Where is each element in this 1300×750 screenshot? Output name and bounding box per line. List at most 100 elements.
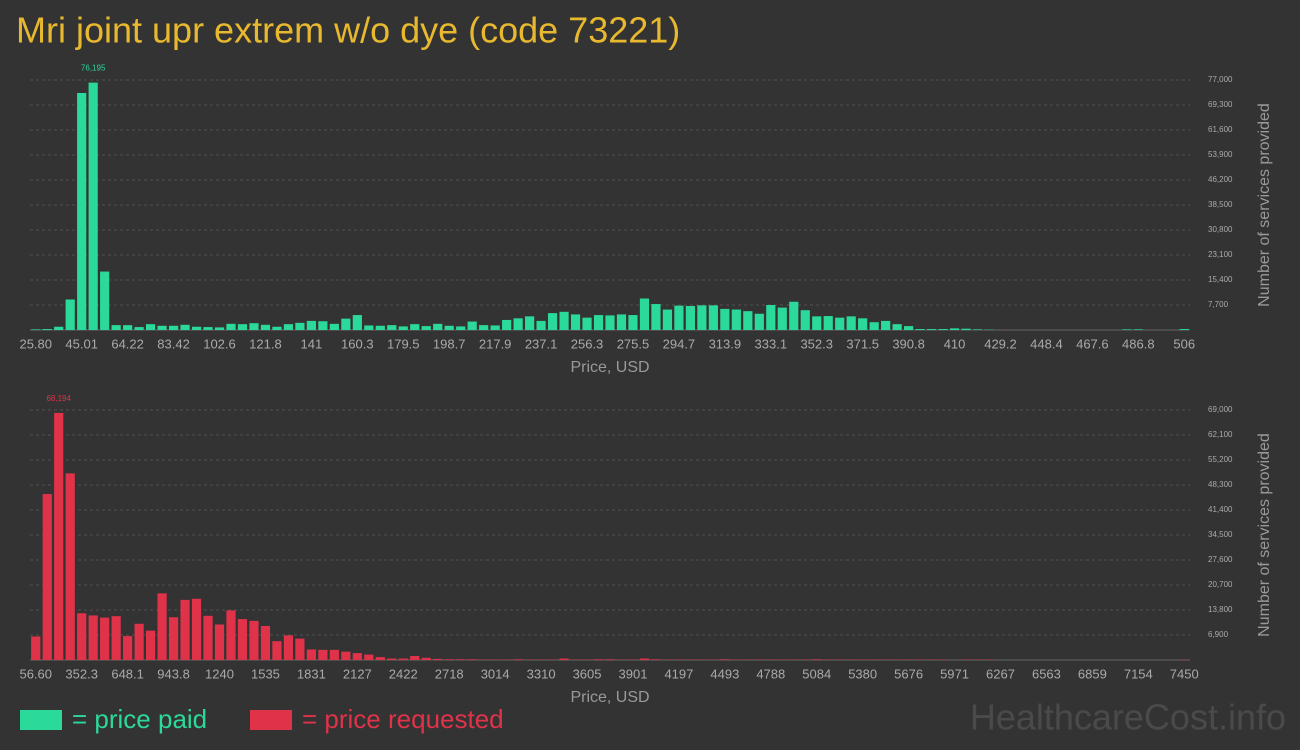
bar <box>352 315 362 330</box>
x-tick-label: 1535 <box>251 666 280 681</box>
x-tick-label: 2422 <box>389 666 418 681</box>
x-tick-label: 943.8 <box>157 666 190 681</box>
bar <box>318 649 328 660</box>
bar <box>203 327 213 330</box>
bar <box>467 321 477 330</box>
x-tick-label: 3605 <box>573 666 602 681</box>
y-tick-label: 15,400 <box>1208 275 1233 284</box>
legend-swatch <box>250 710 292 730</box>
bar <box>364 654 374 660</box>
legend-swatch <box>20 710 62 730</box>
bar <box>283 324 294 330</box>
bar <box>754 313 764 330</box>
bar <box>341 318 351 330</box>
y-tick-label: 30,800 <box>1208 225 1233 234</box>
bar <box>433 658 443 660</box>
bar <box>433 323 443 330</box>
bar <box>582 317 592 330</box>
bar <box>341 651 351 660</box>
bar <box>651 304 661 330</box>
bar <box>662 309 673 330</box>
bar <box>249 323 259 330</box>
x-tick-label: 4788 <box>756 666 785 681</box>
bar <box>605 315 615 330</box>
x-tick-label: 352.3 <box>65 666 98 681</box>
bar <box>31 636 41 660</box>
y-tick-label: 13,800 <box>1208 605 1233 614</box>
x-tick-label: 6267 <box>986 666 1015 681</box>
data-label: 76,195 <box>81 64 106 73</box>
x-tick-label: 256.3 <box>571 336 604 351</box>
x-tick-label: 83.42 <box>157 336 190 351</box>
bar <box>352 653 362 660</box>
legend-label: = price requested <box>302 704 504 734</box>
x-tick-label: 217.9 <box>479 336 512 351</box>
x-tick-label: 6563 <box>1032 666 1061 681</box>
bar <box>972 329 983 330</box>
bar <box>559 311 569 330</box>
y-tick-label: 23,100 <box>1208 250 1233 259</box>
bar <box>100 271 110 330</box>
x-tick-label: 1831 <box>297 666 326 681</box>
x-tick-label: 4493 <box>710 666 739 681</box>
bar <box>467 659 477 660</box>
bar <box>858 318 868 330</box>
bar <box>513 659 523 660</box>
bar <box>191 598 202 660</box>
x-tick-label: 4197 <box>664 666 693 681</box>
x-tick-label: 2718 <box>435 666 464 681</box>
bar <box>525 316 535 330</box>
bar <box>295 322 305 330</box>
bar <box>387 658 397 660</box>
x-tick-label: 5676 <box>894 666 923 681</box>
y-tick-label: 61,600 <box>1208 125 1233 134</box>
bar <box>260 324 271 330</box>
bar <box>593 315 604 330</box>
bar <box>123 636 133 660</box>
y-tick-label: 53,900 <box>1208 150 1233 159</box>
x-tick-label: 121.8 <box>249 336 282 351</box>
bar <box>547 313 558 330</box>
bar <box>214 327 225 330</box>
bar <box>88 82 98 330</box>
bar <box>605 659 615 660</box>
bar <box>789 301 799 330</box>
x-tick-label: 7154 <box>1124 666 1153 681</box>
bar <box>881 320 891 330</box>
bar <box>272 641 282 660</box>
bar <box>421 326 431 330</box>
bar <box>490 325 500 330</box>
bar <box>31 329 41 330</box>
bar <box>456 326 466 330</box>
x-tick-label: 3310 <box>527 666 556 681</box>
bar <box>639 658 650 660</box>
bar <box>77 92 87 330</box>
x-tick-label: 486.8 <box>1122 336 1155 351</box>
bar <box>168 617 179 660</box>
legend-label: = price paid <box>72 704 207 734</box>
x-tick-label: 390.8 <box>892 336 925 351</box>
x-tick-label: 198.7 <box>433 336 466 351</box>
bar <box>536 320 546 330</box>
bar <box>410 324 420 330</box>
bar <box>766 305 776 330</box>
bar <box>306 649 316 660</box>
x-tick-label: 2127 <box>343 666 372 681</box>
bar <box>226 610 236 660</box>
bar <box>77 613 87 660</box>
bar <box>283 635 294 660</box>
bar <box>203 615 213 660</box>
bar <box>329 323 339 330</box>
y-tick-label: 62,100 <box>1208 430 1233 439</box>
x-tick-label: 56.60 <box>19 666 52 681</box>
y-tick-label: 48,300 <box>1208 480 1233 489</box>
bar <box>812 316 822 330</box>
x-tick-label: 3014 <box>481 666 510 681</box>
x-tick-label: 25.80 <box>19 336 52 351</box>
bar <box>869 322 879 330</box>
bar <box>191 326 202 330</box>
x-tick-label: 102.6 <box>203 336 236 351</box>
bar <box>823 316 833 330</box>
bar <box>226 323 236 330</box>
y-axis-title: Number of services provided <box>1256 433 1273 637</box>
